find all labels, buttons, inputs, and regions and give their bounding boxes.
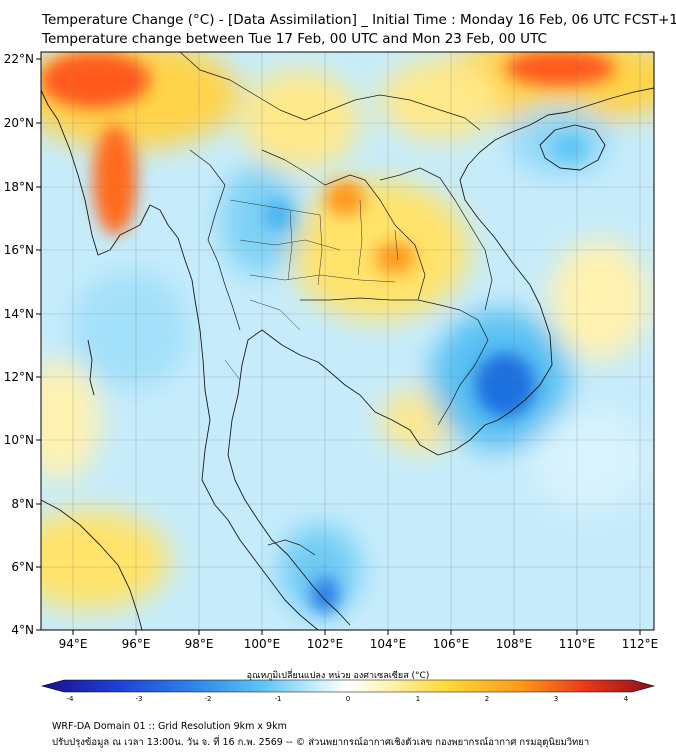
colorbar-gradient (40, 679, 656, 693)
colorbar-tick-label: -3 (136, 695, 143, 703)
lat-tick-label: 14°N (4, 307, 34, 321)
peninsula-coast-east (227, 454, 351, 626)
longitude-labels: 94°E 96°E 98°E 100°E 102°E 104°E 106°E 1… (59, 637, 659, 651)
border-china-north (179, 52, 481, 131)
graticule (41, 52, 654, 630)
colorbar-label: อุณหภูมิเปลี่ยนแปลง หน่วย องศาเซลเซียส (… (246, 671, 430, 681)
sumatra-coast (41, 499, 143, 630)
footer-credit: ปรับปรุงข้อมูล ณ เวลา 13:00น. วัน จ. ที่… (52, 737, 590, 748)
lon-tick-label: 100°E (244, 637, 281, 651)
lon-tick-label: 96°E (122, 637, 151, 651)
colorbar-tick-label: 3 (554, 695, 558, 703)
longitude-axis (72, 630, 641, 635)
colorbar-tick-label: 4 (624, 695, 629, 703)
map-subtitle: Temperature change between Tue 17 Feb, 0… (42, 31, 547, 47)
latitude-axis (36, 58, 41, 631)
colorbar-ticks: -4 -3 -2 -1 0 1 2 3 4 (67, 695, 629, 703)
border-thailand-cambodia (300, 297, 441, 306)
lat-tick-label: 4°N (11, 623, 34, 637)
colorbar-tick-label: 0 (346, 695, 350, 703)
footer-model-info: WRF-DA Domain 01 :: Grid Resolution 9km … (52, 721, 287, 732)
colorbar-tick-label: 1 (416, 695, 420, 703)
colorbar-tick-label: -1 (275, 695, 282, 703)
coastlines-and-borders (41, 52, 654, 630)
map-title: Temperature Change (°C) - [Data Assimila… (42, 12, 676, 28)
colorbar-tick-label: 2 (485, 695, 489, 703)
lat-tick-label: 20°N (4, 116, 34, 130)
lat-tick-label: 10°N (4, 433, 34, 447)
hainan-island (539, 124, 606, 171)
colorbar-tick-label: -2 (205, 695, 212, 703)
provincial-lines (224, 199, 399, 381)
border-laos-vietnam (379, 167, 493, 311)
lon-tick-label: 98°E (185, 637, 214, 651)
lat-tick-label: 12°N (4, 370, 34, 384)
border-malaysia (267, 539, 316, 556)
mainland-coastline-west (41, 89, 319, 630)
lon-tick-label: 108°E (496, 637, 533, 651)
lon-tick-label: 94°E (59, 637, 88, 651)
map-frame (40, 51, 655, 631)
lon-tick-label: 110°E (559, 637, 596, 651)
lon-tick-label: 104°E (370, 637, 407, 651)
lon-tick-label: 106°E (433, 637, 470, 651)
lon-tick-label: 102°E (307, 637, 344, 651)
lat-tick-label: 6°N (11, 560, 34, 574)
lat-tick-label: 22°N (4, 52, 34, 66)
lat-tick-label: 18°N (4, 180, 34, 194)
latitude-labels: 22°N 20°N 18°N 16°N 14°N 12°N 10°N 8°N 6… (4, 52, 34, 637)
border-cambodia-vietnam (437, 304, 489, 426)
gulf-of-thailand-coast (227, 87, 654, 456)
lat-tick-label: 8°N (11, 497, 34, 511)
border-myanmar-thailand (189, 149, 241, 331)
border-thailand-laos (261, 149, 426, 301)
temperature-field (41, 52, 654, 630)
lon-tick-label: 112°E (622, 637, 659, 651)
andaman-islands (87, 339, 95, 396)
colorbar (40, 679, 656, 693)
colorbar-tick-label: -4 (67, 695, 75, 703)
lat-tick-label: 16°N (4, 243, 34, 257)
